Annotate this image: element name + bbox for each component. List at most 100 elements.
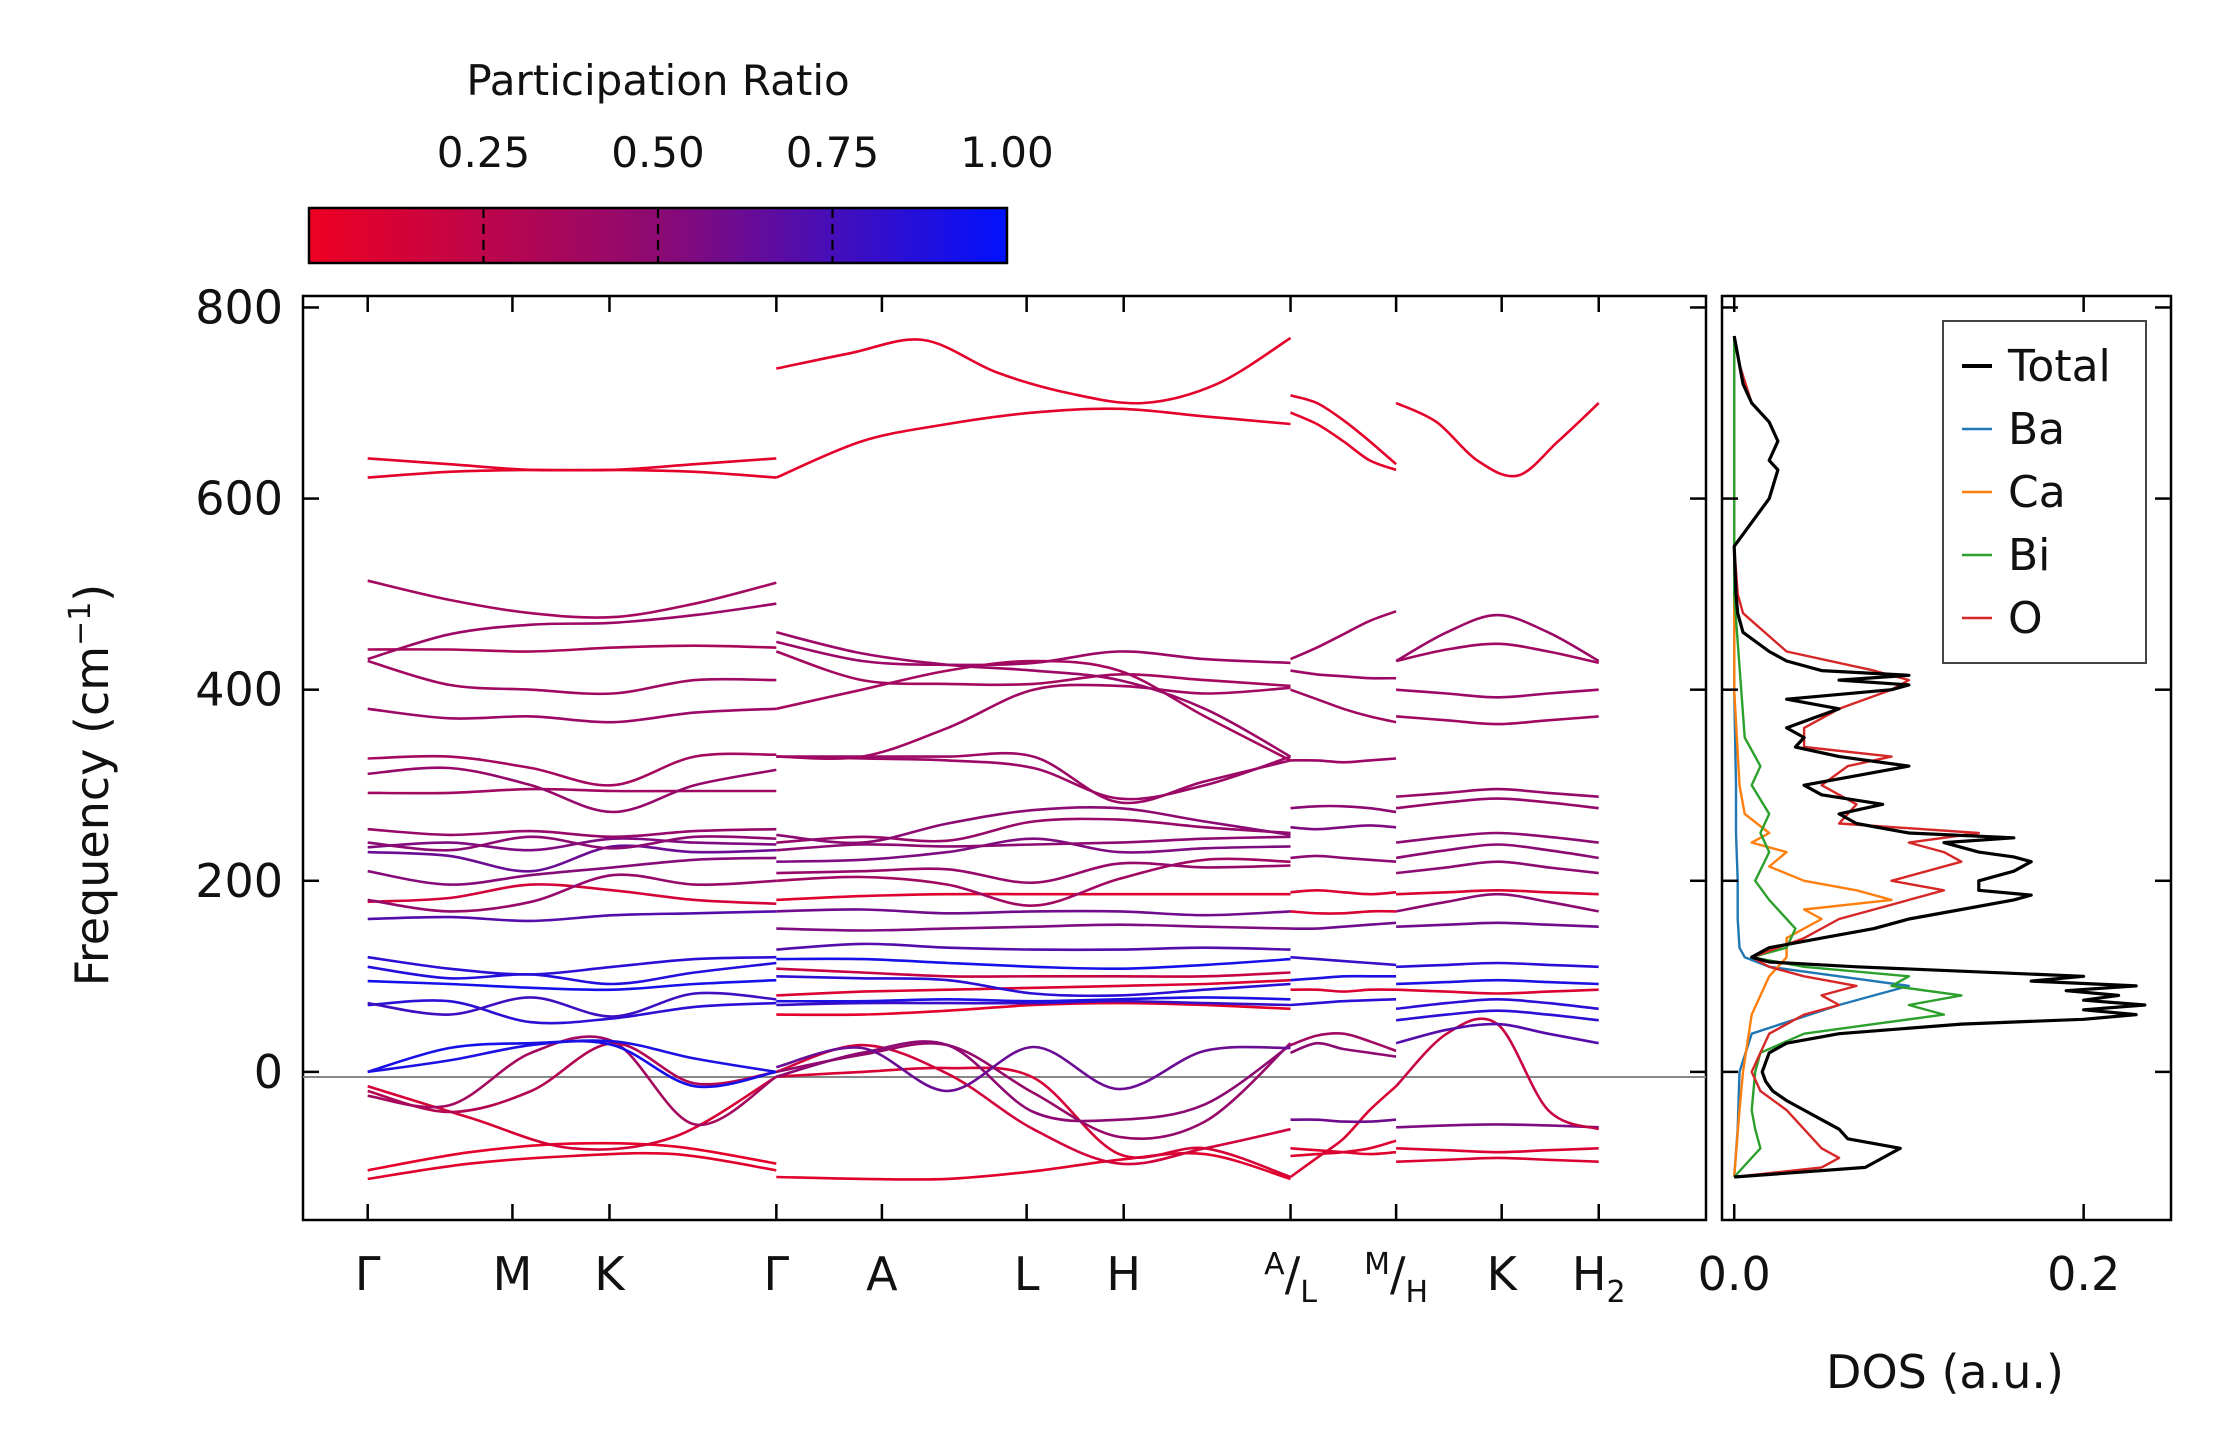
band-branch [1396, 1147, 1599, 1154]
band-branch [776, 999, 1291, 1007]
band-branch [1290, 1041, 1397, 1058]
band-branch [367, 602, 777, 661]
k-point-label: H [1106, 1247, 1141, 1301]
band-branch [1395, 642, 1599, 665]
band-branch [367, 955, 777, 976]
k-point-label-sub: 2 [1606, 1275, 1625, 1310]
dos-legend: Total Ba Ca Bi O [1942, 320, 2147, 664]
band-branch [1396, 988, 1599, 995]
legend-items: Total Ba Ca Bi O [1962, 341, 2111, 644]
band-branch [776, 957, 1291, 971]
band-branch [367, 1041, 777, 1114]
k-point-label: Γ [355, 1247, 381, 1301]
k-point-label: A [866, 1247, 898, 1301]
dos-x-ticks: 0.0 0.2 [1698, 296, 2120, 1301]
band-branch [367, 644, 777, 653]
band-branch [1395, 613, 1600, 663]
band-branch [367, 579, 777, 619]
k-point-label: M [493, 1247, 533, 1301]
band-branch [1395, 1022, 1599, 1045]
band-branch [367, 910, 777, 923]
band-branch [776, 1041, 1292, 1140]
x-axis-ticks: Γ M K Γ A L H A/LM/H K H2 [355, 296, 1626, 1310]
band-branch [1289, 1085, 1397, 1179]
dos-panel: 0.0 0.2 DOS (a.u.) Total Ba Ca Bi O [1698, 294, 2173, 1399]
k-point-label: A/L [1264, 1247, 1317, 1310]
band-branch [776, 336, 1292, 405]
band-branch [1290, 688, 1397, 724]
band-branch [367, 856, 777, 886]
band-branch [367, 707, 777, 724]
band-branch [1396, 961, 1599, 969]
band-branch [1395, 998, 1599, 1011]
k-point-label-main: Γ [355, 1247, 381, 1301]
band-branch [1396, 889, 1599, 896]
y-tick-label: 200 [195, 854, 283, 908]
legend-label-ca: Ca [2008, 467, 2066, 518]
colorbar-tick-label: 0.75 [786, 128, 880, 177]
legend-label-total: Total [2007, 341, 2111, 392]
band-branch [1290, 394, 1397, 466]
band-branch [776, 1001, 1291, 1017]
band-branch [1290, 974, 1397, 982]
band-branch [367, 835, 777, 852]
k-point-label-sub: L [1300, 1275, 1317, 1310]
band-branch [1395, 860, 1599, 875]
band-branch [776, 978, 1291, 997]
band-branch [776, 817, 1291, 844]
band-branch [1290, 854, 1397, 863]
band-branch [367, 991, 777, 1018]
band-branch [776, 857, 1291, 907]
k-point-label: Γ [764, 1247, 790, 1301]
band-branch [776, 683, 1291, 760]
band-branch [1396, 1156, 1599, 1163]
band-branch [1395, 401, 1600, 478]
band-branch [776, 908, 1291, 917]
k-point-label-main: H [1106, 1247, 1141, 1301]
dos-x-axis-label: DOS (a.u.) [1826, 1345, 2064, 1399]
k-point-label-main: L [1014, 1247, 1040, 1301]
band-branch [1290, 669, 1397, 680]
band-branch [1396, 978, 1599, 986]
k-point-label-main: H [1572, 1247, 1607, 1301]
band-branch [367, 457, 777, 479]
band-branch [1289, 610, 1397, 661]
band-branch [1395, 1009, 1599, 1022]
band-branch [1290, 998, 1397, 1007]
band-branch [776, 892, 1291, 902]
band-branch [775, 1045, 1291, 1093]
band-branch [1395, 892, 1599, 913]
band-branch [776, 640, 1291, 667]
band-branch [775, 1040, 1292, 1123]
k-point-label-slash: / [1285, 1247, 1301, 1301]
band-branch [775, 407, 1291, 479]
k-point-label-main: A [866, 1247, 898, 1301]
band-branch [1290, 757, 1397, 764]
band-branch [367, 978, 777, 992]
band-branch [1396, 787, 1599, 798]
dos-line-total [1732, 335, 2147, 1179]
y-tick-label: 600 [195, 472, 283, 526]
colorbar-tick-label: 0.50 [611, 128, 705, 177]
dos-line-ca [1733, 336, 1893, 1178]
colorbar-tick-label: 1.00 [960, 128, 1054, 177]
band-branch [1395, 831, 1599, 844]
band-branch [1396, 688, 1599, 699]
band-branch [367, 844, 777, 873]
band-branch [367, 457, 777, 479]
k-point-label-slash: / [1390, 1247, 1406, 1301]
y-tick-label: 400 [195, 663, 283, 717]
colorbar-tick-label: 0.25 [437, 128, 531, 177]
band-branch [367, 752, 777, 787]
dos-plot-frame [1720, 294, 2173, 1222]
dos-x-tick-label: 0.0 [1698, 1247, 1771, 1301]
k-point-label-sub: H [1406, 1275, 1429, 1310]
k-point-label: K [1487, 1247, 1519, 1301]
colorbar-title: Participation Ratio [466, 56, 849, 105]
y-axis-label-end: ) [65, 584, 119, 602]
band-branch [776, 975, 1291, 998]
dos-y-ticks [1722, 306, 2171, 1074]
band-branch [776, 1151, 1291, 1181]
band-branch [776, 755, 1291, 801]
